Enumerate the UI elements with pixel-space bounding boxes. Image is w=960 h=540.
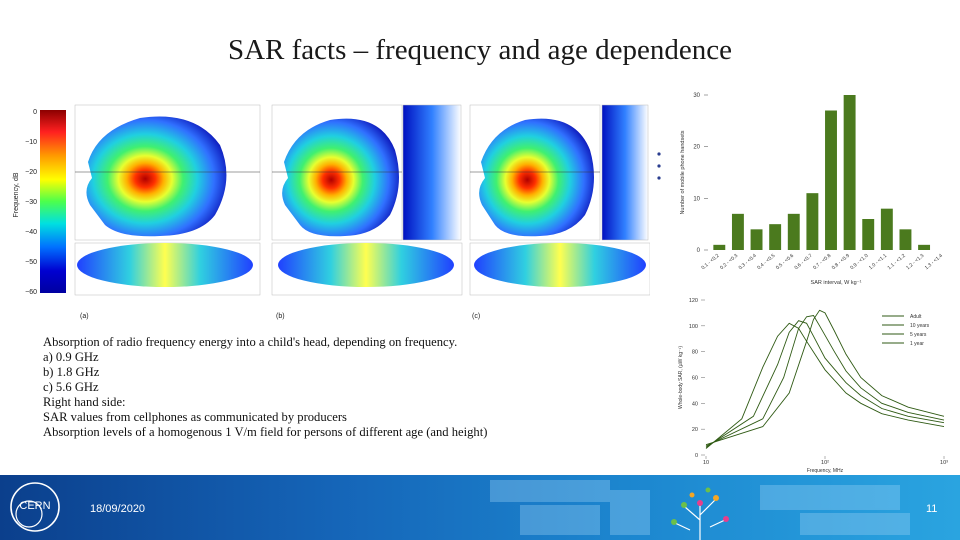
bar-category-label: 1.3 - <1.4 [924, 253, 944, 271]
caption-line: Absorption levels of a homogenous 1 V/m … [43, 425, 488, 439]
scale-tick: −60 [25, 289, 37, 296]
bar [713, 244, 726, 250]
sar-bar-chart: Number of mobile phone handsets 0 10 20 30 0.… [680, 93, 944, 286]
panel-label-a: (a) [80, 313, 89, 320]
series-line [705, 320, 945, 448]
line-chart-xlabel: Frequency, MHz [807, 468, 844, 474]
line-chart-ylabel: Whole-body SAR, (µW kg⁻¹) [678, 346, 684, 409]
panel-label-c: (c) [472, 313, 480, 320]
scale-ylabel: Frequency, dB [13, 172, 20, 217]
panel-label-b: (b) [276, 313, 285, 320]
bar-category-label: 0.3 - <0.4 [738, 253, 758, 271]
bar [731, 213, 744, 250]
series-line [705, 309, 945, 446]
caption-line: Right hand side: [43, 395, 126, 409]
caption-line: SAR values from cellphones as communicat… [43, 410, 347, 424]
caption-line: a) 0.9 GHz [43, 350, 99, 364]
series-line [705, 322, 945, 449]
bar-category-label: 1.2 - <1.3 [905, 253, 925, 271]
bar [899, 229, 912, 250]
sar-head-figure: Frequency, dB 0 −10 −20 −30 −40 −50 −60 … [13, 104, 650, 320]
bar-chart-ytick: 20 [693, 145, 700, 151]
caption-line: Absorption of radio frequency energy int… [43, 335, 458, 349]
bar [825, 110, 837, 250]
bar-chart-xlabel: SAR interval, W kg⁻¹ [811, 280, 862, 286]
bar [862, 219, 875, 250]
bar [918, 244, 931, 250]
bar-category-label: 0.9 - <1.0 [849, 253, 869, 271]
head-panel-b: (b) [271, 104, 463, 320]
bar-category-label: 0.6 - <0.7 [794, 253, 814, 271]
figure-caption: Absorption of radio frequency energy int… [43, 335, 487, 440]
bar-category-label: 0.1 - <0.2 [700, 253, 720, 271]
line-chart-ytick: 20 [692, 427, 698, 433]
bar [750, 229, 763, 250]
bar-chart-ytick: 30 [693, 93, 700, 99]
caption-line: b) 1.8 GHz [43, 365, 100, 379]
tree-leaves [671, 487, 729, 525]
tree-graphic [674, 499, 726, 540]
cern-logo-text: CERN [19, 500, 50, 512]
bar-chart-ytick: 10 [693, 196, 700, 202]
line-chart-xtick: 10³ [940, 460, 948, 466]
line-chart-ytick: 120 [689, 298, 698, 304]
bar [806, 193, 819, 250]
legend-label: Adult [910, 314, 922, 320]
sar-line-chart: Whole-body SAR, (µW kg⁻¹) 0 20 40 60 80 100 120… [678, 298, 948, 474]
ellipsis-icon [657, 152, 661, 180]
series-line [705, 314, 945, 447]
scale-tick: −10 [25, 139, 37, 146]
bar [843, 95, 856, 250]
scale-tick: −50 [25, 259, 37, 266]
scale-tick: 0 [33, 109, 37, 116]
slide-title: SAR facts – frequency and age dependence [227, 34, 733, 66]
bar-category-label: 0.4 - <0.5 [756, 253, 776, 271]
caption-line: c) 5.6 GHz [43, 380, 99, 394]
color-scale-bar [40, 110, 66, 293]
line-chart-ytick: 0 [695, 453, 698, 459]
cern-logo: CERN [10, 482, 60, 532]
line-chart-xtick: 10² [821, 460, 829, 466]
line-chart-ytick: 60 [692, 376, 698, 382]
scale-tick: −30 [25, 199, 37, 206]
bar [769, 224, 782, 250]
bar-category-label: 0.8 - <0.9 [831, 253, 851, 271]
scale-tick: −40 [25, 229, 37, 236]
head-panel-c: (c) [469, 104, 650, 320]
bar-chart-ytick: 0 [697, 248, 701, 254]
bar-category-label: 0.5 - <0.6 [775, 253, 795, 271]
scale-tick: −20 [25, 169, 37, 176]
footer-date: 18/09/2020 [90, 503, 146, 515]
legend-label: 5 years [910, 332, 927, 338]
page-number: 11 [926, 503, 938, 515]
bar-chart-ylabel: Number of mobile phone handsets [680, 130, 686, 214]
bar-category-label: 1.0 - <1.1 [868, 253, 888, 271]
line-chart-ytick: 80 [692, 350, 698, 356]
bar [880, 208, 893, 250]
head-panel-a: (a) [74, 104, 261, 320]
footer-banner [0, 475, 960, 540]
bar-category-label: 0.2 - <0.3 [719, 253, 739, 271]
line-chart-ytick: 100 [689, 324, 698, 330]
scale-ticks: 0 −10 −20 −30 −40 −50 −60 [25, 109, 37, 296]
bar [787, 213, 800, 250]
legend-label: 1 year [910, 341, 924, 347]
legend-label: 10 years [910, 323, 930, 329]
line-chart-ytick: 40 [692, 401, 698, 407]
bar-category-label: 0.7 - <0.8 [812, 253, 832, 271]
bar-category-label: 1.1 - <1.2 [887, 253, 907, 271]
line-chart-xtick: 10 [703, 460, 709, 466]
